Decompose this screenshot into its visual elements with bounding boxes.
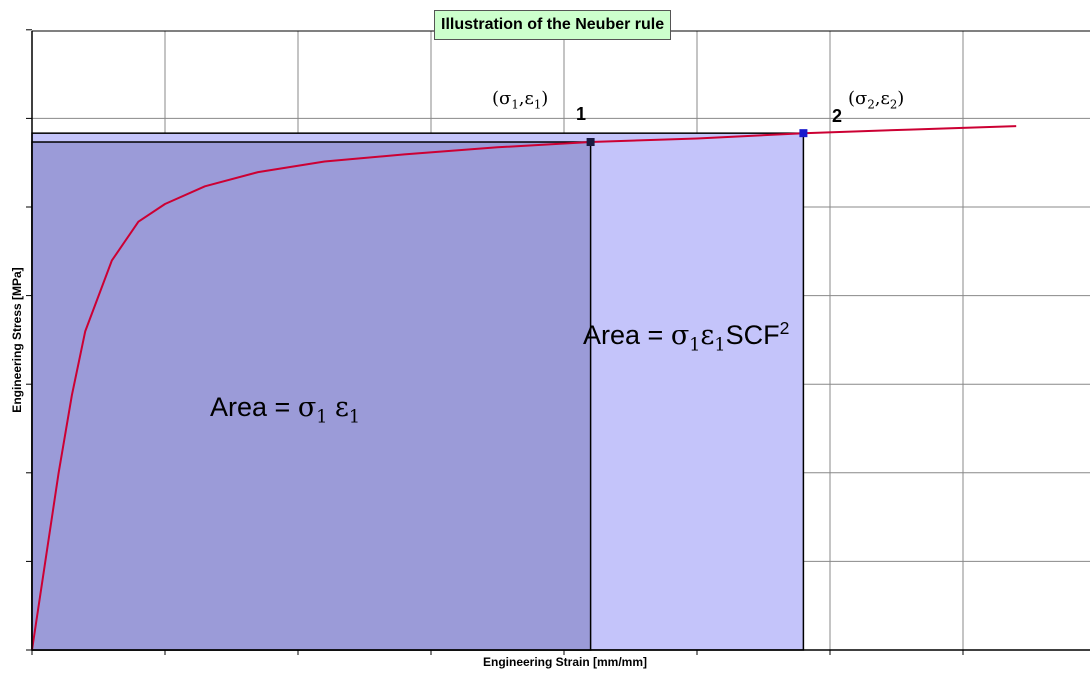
point-2-marker bbox=[799, 129, 808, 138]
area-regions bbox=[31, 132, 805, 651]
x-axis-label: Engineering Strain [mm/mm] bbox=[482, 655, 648, 669]
point-2-coord-label: (σ2,ε2) bbox=[848, 88, 905, 112]
stress-strain-curve bbox=[31, 125, 1017, 651]
point-markers bbox=[586, 129, 808, 147]
point-1-coord-label: (σ1,ε1) bbox=[492, 88, 549, 112]
area-1-annotation: Area = σ1 ε1 bbox=[210, 392, 361, 428]
point-2-label: 2 bbox=[832, 106, 843, 126]
series-line-0 bbox=[31, 125, 1017, 651]
area-2-annotation: Area = σ1ε1SCF2 bbox=[583, 318, 790, 356]
chart-title: Illustration of the Neuber rule bbox=[434, 10, 672, 40]
point-1-marker bbox=[586, 138, 595, 147]
area-1-rect bbox=[31, 141, 592, 651]
y-axis-label: Engineering Stress [MPa] bbox=[10, 267, 24, 413]
point-1-label: 1 bbox=[576, 104, 587, 124]
